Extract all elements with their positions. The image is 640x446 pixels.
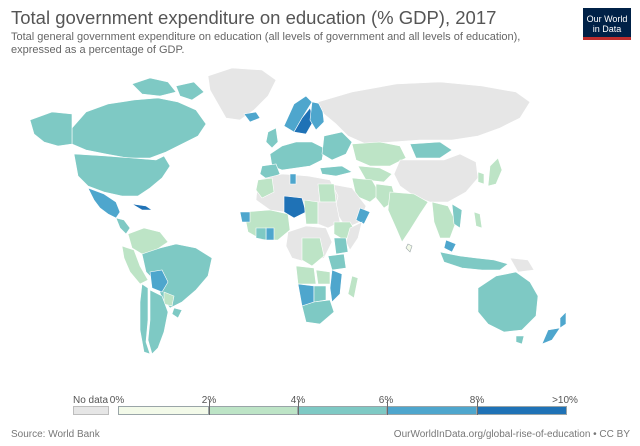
region-niger[interactable] [283, 195, 307, 219]
region-indonesia[interactable] [439, 251, 509, 271]
region-iceland[interactable] [243, 111, 261, 123]
logo-line-1: Our World [586, 13, 628, 24]
region-oman[interactable] [355, 207, 371, 225]
region-india[interactable] [387, 191, 429, 243]
region-argentina[interactable] [147, 289, 169, 355]
region-cote-divoire[interactable] [255, 227, 267, 241]
url-license-text[interactable]: OurWorldInData.org/global-rise-of-educat… [393, 429, 630, 440]
region-colombia-venezuela[interactable] [127, 227, 169, 255]
region-canada[interactable] [71, 97, 207, 159]
region-philippines[interactable] [473, 211, 483, 229]
region-united-kingdom[interactable] [265, 127, 279, 149]
region-ghana[interactable] [265, 227, 275, 241]
legend-tick-0: 0% [109, 395, 125, 406]
region-angola[interactable] [295, 265, 317, 285]
region-western-europe[interactable] [269, 141, 325, 171]
region-west-africa[interactable] [243, 209, 291, 241]
region-botswana[interactable] [313, 285, 327, 303]
region-australia[interactable] [477, 271, 539, 333]
legend-divider [298, 400, 299, 415]
legend-bin-0-2[interactable] [118, 406, 209, 415]
region-uruguay[interactable] [171, 307, 183, 319]
legend-no-data-label: No data [73, 395, 109, 406]
region-new-zealand-south[interactable] [541, 327, 561, 345]
region-central-asia[interactable] [357, 165, 393, 183]
region-arctic-islands[interactable] [131, 77, 177, 97]
source-text[interactable]: Source: World Bank [11, 429, 100, 440]
region-tanzania[interactable] [327, 253, 347, 271]
region-southeast-asia[interactable] [431, 201, 457, 239]
region-madagascar[interactable] [347, 275, 359, 299]
region-mongolia[interactable] [409, 141, 453, 159]
region-russia[interactable] [317, 81, 531, 145]
region-kenya[interactable] [333, 237, 349, 255]
legend-bin-2-4[interactable] [209, 406, 298, 415]
chart-title: Total government expenditure on educatio… [11, 7, 497, 28]
region-congo-drc[interactable] [301, 237, 325, 267]
region-zambia[interactable] [315, 269, 331, 285]
region-tasmania[interactable] [515, 335, 525, 345]
region-cuba[interactable] [131, 203, 153, 211]
region-vietnam[interactable] [451, 203, 463, 229]
region-alaska[interactable] [29, 111, 73, 147]
color-legend: No data 0% 2% 4% 6% 8% >10% [0, 392, 640, 422]
chart-subtitle: Total general government expenditure on … [11, 31, 521, 56]
region-peru[interactable] [121, 245, 149, 285]
region-turkey[interactable] [319, 165, 353, 177]
legend-divider [209, 400, 210, 415]
region-egypt[interactable] [317, 183, 337, 203]
region-chile[interactable] [139, 283, 151, 355]
region-chad[interactable] [303, 199, 319, 225]
legend-no-data-swatch[interactable] [73, 406, 109, 415]
region-mozambique[interactable] [329, 269, 343, 303]
region-kazakhstan[interactable] [351, 141, 407, 167]
region-korea[interactable] [477, 171, 485, 185]
region-malaysia[interactable] [443, 239, 457, 253]
logo-line-2: in Data [592, 23, 622, 34]
legend-divider [387, 400, 388, 415]
region-arctic-islands-2[interactable] [175, 81, 205, 101]
world-map-svg[interactable] [0, 62, 640, 392]
region-morocco[interactable] [255, 177, 275, 199]
region-paraguay[interactable] [163, 291, 175, 307]
region-eastern-europe[interactable] [321, 131, 353, 161]
legend-bin-6-8[interactable] [387, 406, 477, 415]
region-senegal[interactable] [239, 211, 251, 223]
region-somalia[interactable] [345, 221, 363, 251]
region-central-america[interactable] [115, 217, 131, 235]
region-new-zealand[interactable] [559, 311, 567, 329]
world-map[interactable] [0, 62, 640, 392]
region-papua-new-guinea[interactable] [509, 257, 535, 273]
region-china[interactable] [393, 153, 479, 203]
legend-tick-10: >10% [552, 395, 578, 406]
region-south-africa[interactable] [301, 299, 335, 325]
owid-logo[interactable]: Our World in Data [583, 8, 631, 40]
region-japan[interactable] [487, 157, 503, 187]
region-tunisia[interactable] [289, 173, 297, 185]
region-sri-lanka[interactable] [405, 243, 413, 253]
legend-divider [477, 400, 478, 415]
legend-bin-4-6[interactable] [298, 406, 387, 415]
legend-tick-6: 6% [378, 395, 394, 406]
region-greenland[interactable] [207, 67, 277, 121]
region-bolivia[interactable] [149, 269, 169, 293]
legend-bin-8-10[interactable] [477, 406, 567, 415]
region-united-states[interactable] [73, 153, 171, 197]
